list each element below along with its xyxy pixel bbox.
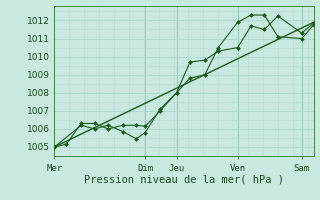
X-axis label: Pression niveau de la mer( hPa ): Pression niveau de la mer( hPa )	[84, 174, 284, 184]
